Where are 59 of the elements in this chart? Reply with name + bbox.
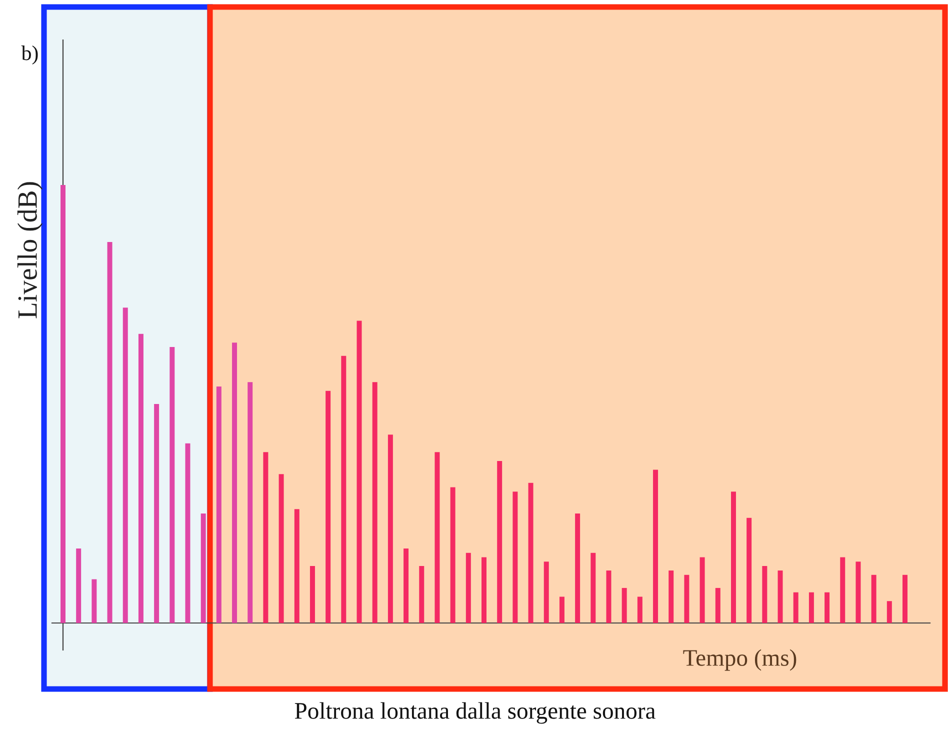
bar [326, 390, 331, 623]
bar [232, 342, 238, 623]
bar [482, 557, 486, 623]
bar [762, 566, 768, 623]
bar [606, 570, 612, 623]
bar [122, 308, 128, 623]
bar [637, 596, 642, 623]
bar [808, 592, 814, 623]
bar [170, 347, 175, 623]
bar [434, 452, 440, 623]
bar [200, 514, 206, 623]
bar [404, 548, 409, 623]
y-axis-title: Livello (dB) [17, 182, 43, 318]
bar [778, 570, 783, 623]
bar [544, 562, 549, 623]
bar [653, 470, 658, 623]
bar [559, 596, 564, 623]
bar [700, 557, 705, 623]
text: Poltrona lontana dalla sorgente sonora [294, 702, 656, 724]
bar [824, 592, 830, 623]
bar [668, 570, 674, 623]
bar [263, 452, 268, 623]
bar [450, 487, 456, 623]
bar [590, 552, 596, 623]
x-axis-title: Tempo (ms) [683, 649, 796, 671]
bar [92, 579, 97, 623]
bar [356, 320, 362, 623]
bar [294, 509, 300, 623]
bar [730, 492, 736, 623]
bar [76, 548, 82, 623]
bar [886, 601, 892, 623]
bar [154, 404, 160, 623]
text: b) [21, 46, 38, 64]
bar [746, 518, 752, 623]
bar [388, 434, 393, 623]
bar [248, 382, 253, 623]
bar [138, 334, 144, 623]
bar [372, 382, 378, 623]
bar [185, 443, 190, 623]
bar [341, 356, 346, 623]
bar [622, 588, 627, 623]
bar [466, 552, 471, 623]
bar [902, 574, 908, 623]
bar [278, 474, 284, 623]
bar [60, 185, 66, 623]
bar [216, 386, 222, 623]
bar [419, 566, 424, 623]
bar [107, 242, 112, 623]
bar [512, 492, 518, 623]
bar [575, 514, 580, 623]
bar [871, 574, 876, 623]
bar [684, 574, 690, 623]
bar [497, 460, 502, 623]
bar [715, 588, 720, 623]
bar [528, 482, 534, 623]
bar [840, 557, 846, 623]
bar [793, 592, 798, 623]
bar [310, 566, 315, 623]
bar [856, 562, 861, 623]
